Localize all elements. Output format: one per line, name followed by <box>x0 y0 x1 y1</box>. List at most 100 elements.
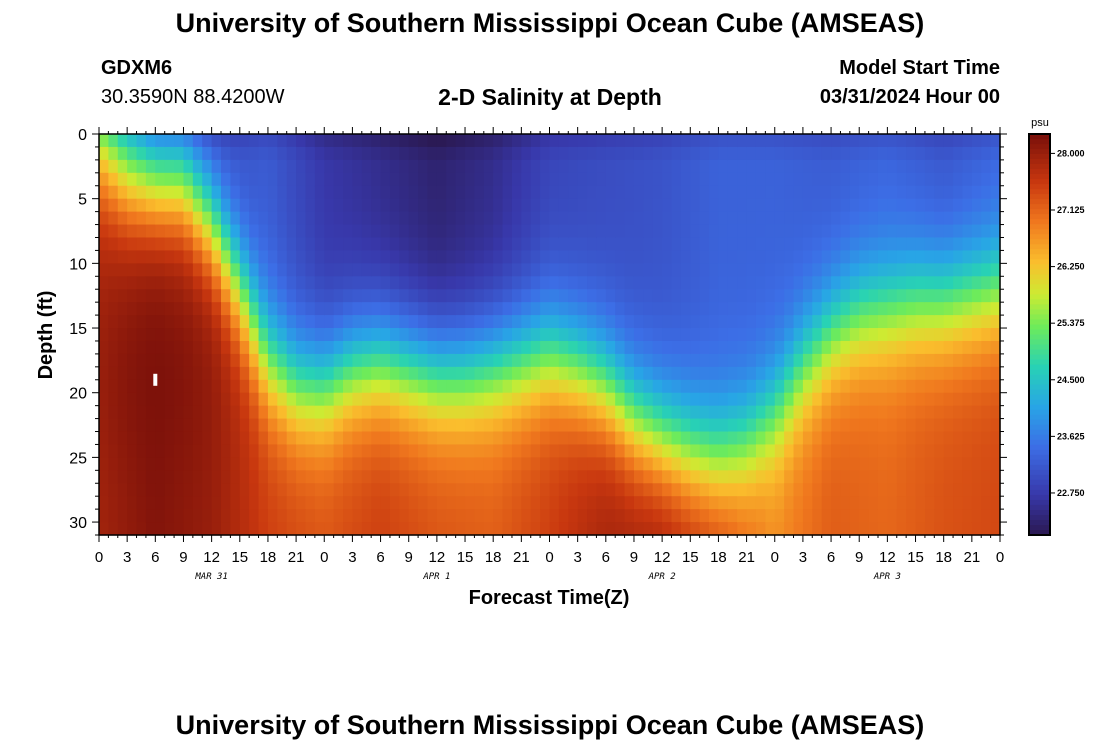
heatmap-cell <box>746 302 757 316</box>
heatmap-cell <box>108 405 119 420</box>
heatmap-cell <box>934 418 945 433</box>
heatmap-cell <box>924 250 935 264</box>
heatmap-cell <box>615 379 626 394</box>
heatmap-cell <box>896 134 907 148</box>
heatmap-cell <box>108 509 119 523</box>
heatmap-cell <box>624 431 635 446</box>
heatmap-cell <box>277 418 288 433</box>
heatmap-cell <box>709 431 720 446</box>
heatmap-cell <box>943 159 954 174</box>
heatmap-cell <box>305 224 316 239</box>
heatmap-cell <box>465 431 476 446</box>
heatmap-cell <box>465 263 476 277</box>
heatmap-cell <box>267 198 278 213</box>
heatmap-cell <box>868 302 879 316</box>
heatmap-cell <box>981 405 992 420</box>
heatmap-cell <box>877 159 888 174</box>
heatmap-cell <box>755 522 766 536</box>
heatmap-cell <box>465 483 476 497</box>
heatmap-cell <box>906 263 917 277</box>
heatmap-cell <box>727 276 738 290</box>
heatmap-cell <box>774 470 785 484</box>
heatmap-cell <box>971 328 982 342</box>
heatmap-cell <box>671 211 682 226</box>
heatmap-cell <box>737 237 748 252</box>
heatmap-cell <box>971 496 982 510</box>
heatmap-cell <box>812 315 823 329</box>
heatmap-cell <box>155 302 166 316</box>
heatmap-cell <box>831 328 842 342</box>
heatmap-cell <box>615 483 626 497</box>
heatmap-cell <box>671 470 682 484</box>
heatmap-cell <box>737 405 748 420</box>
heatmap-cell <box>371 509 382 523</box>
heatmap-cell <box>380 289 391 303</box>
heatmap-cell <box>380 509 391 523</box>
heatmap-cell <box>446 418 457 433</box>
heatmap-cell <box>924 159 935 174</box>
heatmap-cell <box>305 340 316 355</box>
heatmap-cell <box>314 379 325 394</box>
colorbar-segment <box>1029 499 1050 506</box>
heatmap-cell <box>953 483 964 497</box>
heatmap-cell <box>127 198 138 213</box>
heatmap-cell <box>258 522 269 536</box>
heatmap-cell <box>755 431 766 446</box>
heatmap-cell <box>605 328 616 342</box>
heatmap-cell <box>136 496 147 510</box>
heatmap-cell <box>361 224 372 239</box>
heatmap-cell <box>314 431 325 446</box>
heatmap-cell <box>296 302 307 316</box>
heatmap-cell <box>784 159 795 174</box>
station-id: GDXM6 <box>101 57 173 79</box>
heatmap-cell <box>183 431 194 446</box>
heatmap-cell <box>671 405 682 420</box>
heatmap-cell <box>333 353 344 368</box>
heatmap-cell <box>953 379 964 394</box>
heatmap-cell <box>436 224 447 239</box>
heatmap-cell <box>774 289 785 303</box>
x-tick-label: 6 <box>602 549 610 566</box>
heatmap-cell <box>408 483 419 497</box>
heatmap-cell <box>633 146 644 161</box>
heatmap-cell <box>99 237 109 252</box>
heatmap-cell <box>943 340 954 355</box>
heatmap-cell <box>530 172 541 187</box>
heatmap-cell <box>887 457 898 471</box>
heatmap-cell <box>239 444 250 458</box>
heatmap-cell <box>230 366 241 381</box>
heatmap-cell <box>277 444 288 458</box>
heatmap-cell <box>727 328 738 342</box>
heatmap-cell <box>361 418 372 433</box>
heatmap-cell <box>671 224 682 239</box>
heatmap-cell <box>877 483 888 497</box>
heatmap-cell <box>840 483 851 497</box>
heatmap-cell <box>286 444 297 458</box>
heatmap-cell <box>267 289 278 303</box>
heatmap-cell <box>540 470 551 484</box>
heatmap-cell <box>549 522 560 536</box>
heatmap-cell <box>802 276 813 290</box>
colorbar-segment <box>1029 144 1050 150</box>
heatmap-cell <box>774 315 785 329</box>
heatmap-cell <box>568 392 579 407</box>
heatmap-cell <box>258 340 269 355</box>
heatmap-cell <box>624 379 635 394</box>
heatmap-cell <box>474 315 485 329</box>
heatmap-cell <box>436 250 447 264</box>
heatmap-cell <box>502 146 513 161</box>
heatmap-cell <box>727 302 738 316</box>
heatmap-cell <box>493 185 504 200</box>
heatmap-cell <box>267 237 278 252</box>
heatmap-cell <box>230 470 241 484</box>
heatmap-cell <box>361 315 372 329</box>
heatmap-cell <box>286 159 297 174</box>
heatmap-cell <box>230 224 241 239</box>
heatmap-cell <box>305 405 316 420</box>
heatmap-cell <box>155 509 166 523</box>
heatmap-cell <box>690 315 701 329</box>
heatmap-cell <box>727 392 738 407</box>
title-bottom: University of Southern Mississippi Ocean… <box>175 710 925 740</box>
heatmap-cell <box>483 315 494 329</box>
heatmap-cell <box>99 328 109 342</box>
